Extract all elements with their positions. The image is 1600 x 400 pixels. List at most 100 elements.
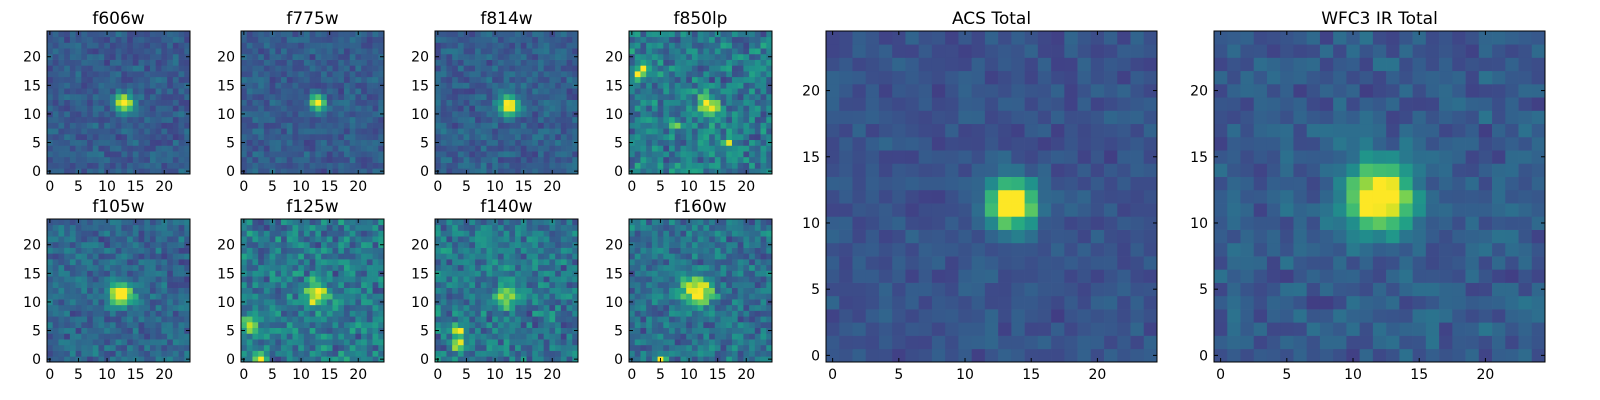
heatmap-cell <box>486 259 493 266</box>
heatmap-cell <box>435 48 442 55</box>
heatmap-cell <box>509 247 516 254</box>
heatmap-cell <box>47 333 54 340</box>
heatmap-cell <box>532 36 539 43</box>
heatmap-cell <box>58 76 65 83</box>
heatmap-cell <box>686 339 693 346</box>
heatmap-cell <box>167 253 174 260</box>
heatmap-cell <box>315 122 322 129</box>
heatmap-cell <box>572 116 579 123</box>
heatmap-cell <box>52 224 59 231</box>
heatmap-cell <box>309 168 316 175</box>
heatmap-cell <box>155 236 162 243</box>
heatmap-cell <box>446 82 453 89</box>
heatmap-cell <box>332 88 339 95</box>
heatmap-cell <box>98 350 105 357</box>
heatmap-cell <box>269 293 276 300</box>
heatmap-cell <box>686 42 693 49</box>
heatmap-cell <box>184 316 191 323</box>
heatmap-cell <box>69 139 76 146</box>
heatmap-cell <box>326 156 333 163</box>
heatmap-cell <box>115 293 122 300</box>
heatmap-cell <box>332 162 339 169</box>
heatmap-cell <box>321 247 328 254</box>
heatmap-cell <box>669 48 676 55</box>
heatmap-cell <box>492 82 499 89</box>
heatmap-cell <box>737 105 744 112</box>
heatmap-cell <box>303 270 310 277</box>
heatmap-cell <box>144 344 151 351</box>
heatmap-cell <box>303 76 310 83</box>
heatmap-cell <box>338 31 345 38</box>
heatmap-cell <box>640 99 647 106</box>
heatmap-cell <box>349 264 356 271</box>
heatmap-cell <box>292 59 299 66</box>
heatmap-cell <box>286 350 293 357</box>
heatmap-cell <box>361 156 368 163</box>
heatmap-cell <box>127 162 134 169</box>
heatmap-cell <box>686 71 693 78</box>
heatmap-cell <box>686 156 693 163</box>
heatmap-cell <box>714 281 721 288</box>
heatmap-cell <box>349 281 356 288</box>
heatmap-cell <box>138 356 145 363</box>
heatmap-cell <box>743 122 750 129</box>
heatmap-cell <box>275 99 282 106</box>
heatmap-cell <box>92 93 99 100</box>
x-tick-label: 5 <box>656 179 665 195</box>
heatmap-cell <box>315 253 322 260</box>
heatmap-cell <box>361 236 368 243</box>
heatmap-cell <box>515 316 522 323</box>
heatmap-cell <box>754 48 761 55</box>
heatmap-cell <box>691 36 698 43</box>
heatmap-cell <box>457 99 464 106</box>
heatmap-cell <box>309 304 316 311</box>
heatmap-cell <box>549 327 556 334</box>
heatmap-cell <box>686 59 693 66</box>
heatmap-cell <box>58 93 65 100</box>
heatmap-cell <box>155 287 162 294</box>
heatmap-cell <box>315 259 322 266</box>
heatmap-cell <box>309 82 316 89</box>
heatmap-cell <box>321 145 328 152</box>
heatmap-cell <box>737 287 744 294</box>
heatmap-cell <box>104 299 111 306</box>
heatmap-cell <box>760 316 767 323</box>
heatmap-cell <box>737 316 744 323</box>
heatmap-cell <box>760 321 767 329</box>
heatmap-cell <box>475 299 482 306</box>
heatmap-cell <box>75 270 82 277</box>
heatmap-cell <box>463 88 470 95</box>
heatmap-cell <box>526 293 533 300</box>
heatmap-cell <box>640 299 647 306</box>
heatmap-cell <box>560 327 567 334</box>
heatmap-cell <box>104 111 111 118</box>
heatmap-cell <box>526 316 533 323</box>
heatmap-cell <box>526 105 533 112</box>
heatmap-cell <box>537 168 545 175</box>
heatmap-cell <box>161 128 168 135</box>
heatmap-cell <box>58 116 65 123</box>
heatmap-cell <box>258 253 265 260</box>
heatmap-cell <box>509 299 516 306</box>
heatmap-cell <box>520 105 527 112</box>
heatmap-cell <box>497 321 504 329</box>
heatmap-cell <box>172 145 179 152</box>
heatmap-cell <box>246 219 253 226</box>
heatmap-cell <box>52 219 59 226</box>
heatmap-cell <box>155 281 162 288</box>
heatmap-cell <box>64 48 71 55</box>
heatmap-cell <box>492 133 499 141</box>
heatmap-cell <box>657 53 664 60</box>
heatmap-cell <box>515 321 522 329</box>
heatmap-cell <box>720 48 727 55</box>
heatmap-cell <box>121 116 128 123</box>
heatmap-cell <box>343 224 351 231</box>
heatmap-cell <box>355 48 362 55</box>
heatmap-cell <box>263 145 270 152</box>
heatmap-cell <box>246 339 253 346</box>
heatmap-cell <box>486 59 493 66</box>
heatmap-cell <box>526 145 533 152</box>
heatmap-cell <box>452 168 459 175</box>
heatmap-cell <box>178 264 185 271</box>
heatmap-cell <box>372 48 379 55</box>
